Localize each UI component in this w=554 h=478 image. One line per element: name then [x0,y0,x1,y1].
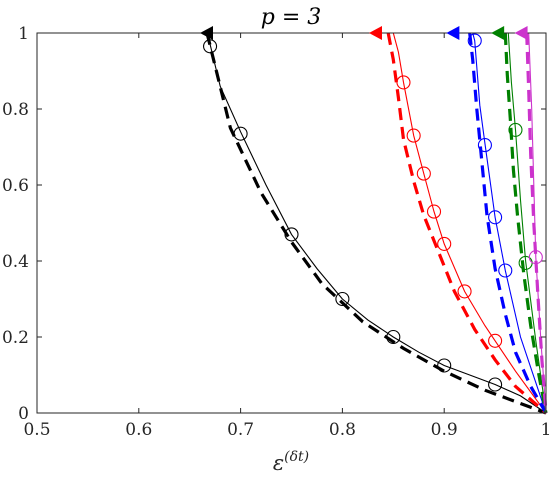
series-3-dashed-line [503,32,548,414]
axes-background [37,33,546,413]
y-tick-label: 0.2 [2,328,29,348]
ticks-layer: 0.5 0.6 0.7 0.8 0.9 1 0 0.2 0.4 0.6 0.8 1 [2,24,551,440]
series-0-marker [437,358,452,373]
series-1-marker [488,333,503,348]
series-4-triangle-marker [514,26,528,40]
x-tick-label: 0.6 [125,420,152,440]
series-2-marker [498,263,513,278]
series-3-solid-line [507,32,547,414]
marker-layer [200,26,543,392]
y-tick-label: 0 [18,404,29,424]
series-0-marker [335,291,350,307]
series-0-marker [488,377,503,392]
series-1-marker [426,204,442,219]
series-2-marker [477,138,492,153]
series-1-marker [406,128,421,143]
series-2-marker [467,33,482,48]
series-2-dashed-line [468,32,548,414]
series-1-marker [457,284,472,299]
x-axis-label-main: ε [273,451,284,475]
series-2-triangle-marker [446,26,460,40]
x-tick-label: 1 [541,420,552,440]
series-3-triangle-marker [491,26,505,40]
series-0-marker [233,126,248,141]
series-0-dashed-line [205,32,547,415]
x-axis-label: ε(δt) [273,449,309,475]
series-3-marker [508,122,523,137]
series-1-marker [416,166,431,181]
y-tick-label: 0.8 [2,100,29,120]
series-1-marker [396,75,411,90]
series-2-marker [488,210,503,225]
series-0-marker [284,227,299,242]
y-tick-label: 1 [18,24,29,44]
x-tick-label: 0.9 [431,420,458,440]
series-0-marker [386,329,401,345]
series-4-marker [528,250,543,265]
series-2-solid-line [472,32,547,414]
x-axis-label-superscript: (δt) [284,449,309,465]
axes-box [36,32,547,414]
series-layer [205,32,548,415]
x-tick-label: 0.7 [227,420,254,440]
series-1-marker [437,236,452,251]
series-0-triangle-marker [200,26,214,40]
series-4-solid-line [528,32,547,414]
x-tick-label: 0.8 [329,420,356,440]
series-0-solid-line [206,32,547,414]
y-tick-label: 0.4 [2,252,29,272]
series-0-marker [203,39,218,54]
series-1-dashed-line [386,32,548,415]
plot-area [37,33,546,413]
y-tick-label: 0.6 [2,176,29,196]
x-tick-label: 0.5 [23,420,50,440]
axes-layer [36,32,547,414]
series-1-triangle-marker [368,26,382,40]
chart-title: p = 3 [261,5,322,30]
